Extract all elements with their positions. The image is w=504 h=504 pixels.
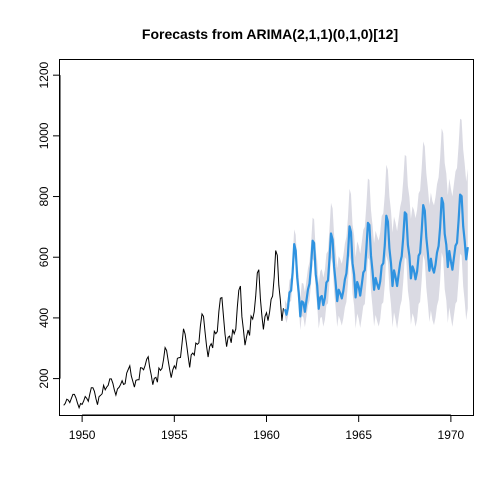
x-tick-label: 1950 <box>69 428 96 442</box>
x-tick-label: 1965 <box>345 428 372 442</box>
x-tick-label: 1970 <box>438 428 465 442</box>
chart-title: Forecasts from ARIMA(2,1,1)(0,1,0)[12] <box>142 26 398 42</box>
prediction-interval-band <box>284 118 468 331</box>
x-axis: 1950 1955 1960 1965 1970 <box>69 414 465 442</box>
history-series-group <box>63 250 284 410</box>
y-tick-label: 1000 <box>37 122 51 149</box>
y-tick-label: 1200 <box>37 62 51 89</box>
prediction-interval-area <box>284 118 468 331</box>
x-tick-label: 1955 <box>161 428 188 442</box>
forecast-line <box>283 193 469 318</box>
y-tick-label: 800 <box>37 186 51 206</box>
x-tick-label: 1960 <box>253 428 280 442</box>
forecast-series-group <box>283 193 469 318</box>
y-tick-label: 200 <box>37 368 51 388</box>
y-tick-label: 400 <box>37 308 51 328</box>
y-axis: 200 400 600 800 1000 1200 <box>37 62 61 389</box>
y-tick-label: 600 <box>37 247 51 267</box>
history-line <box>63 250 284 410</box>
